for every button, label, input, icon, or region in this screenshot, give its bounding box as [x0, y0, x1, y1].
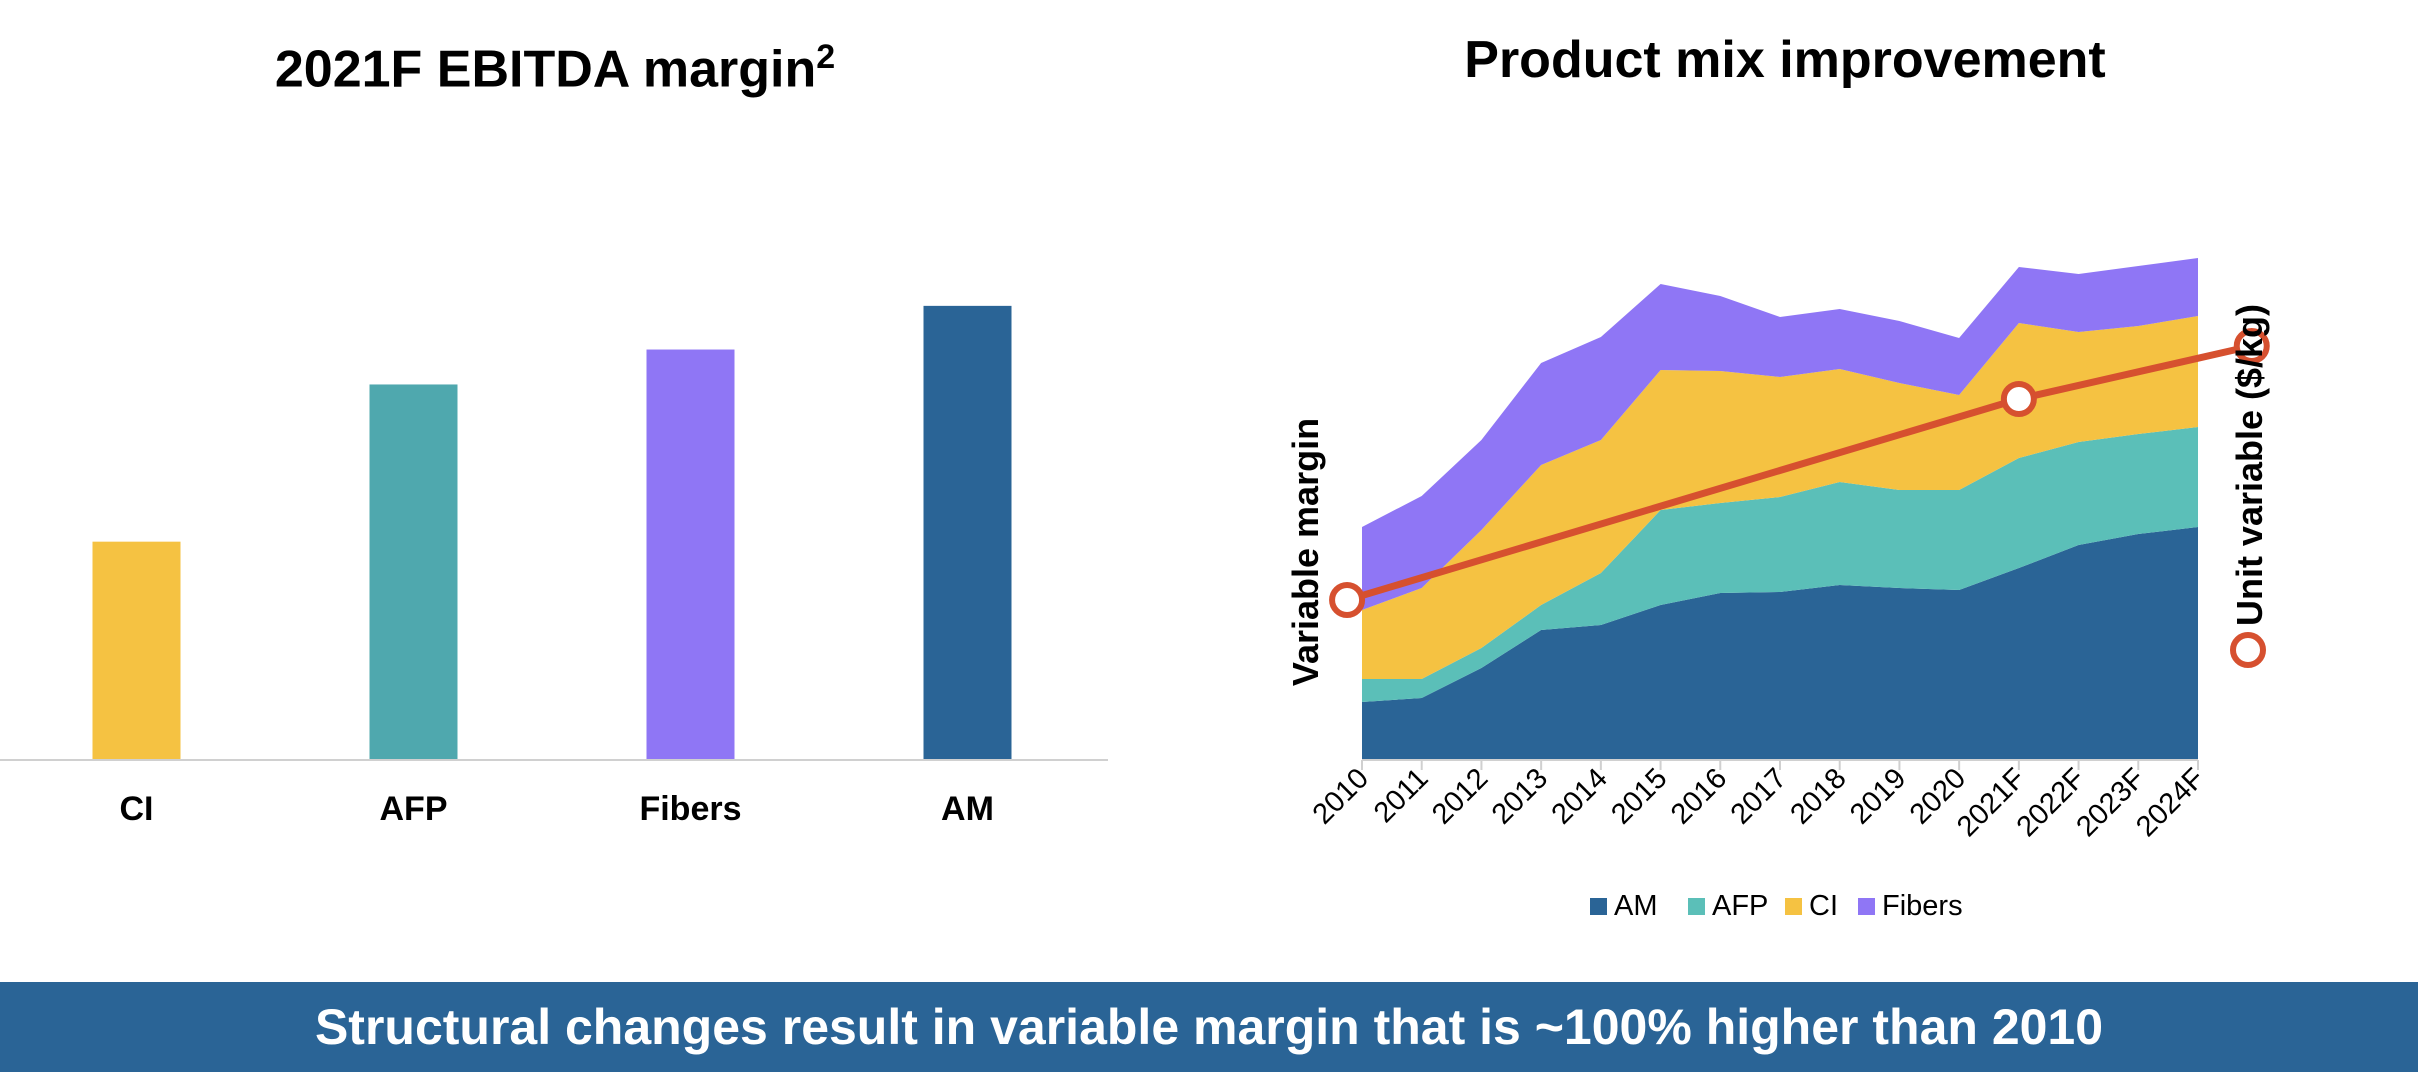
area-fibers — [1362, 258, 2198, 610]
legend-label-afp: AFP — [1712, 890, 1768, 922]
x-tick-label: 2013 — [1486, 762, 1554, 830]
x-tick-label: 2016 — [1665, 762, 1733, 830]
x-tick-label: 2019 — [1844, 762, 1912, 830]
area-chart-title: Product mix improvement — [1464, 31, 2106, 89]
x-tick-label: 2022F — [2011, 762, 2092, 843]
legend-swatch-fibers — [1858, 898, 1875, 915]
legend-label-am: AM — [1614, 890, 1658, 922]
x-tick-label: 2021F — [1951, 762, 2032, 843]
ebitda-bar-chart: CI AFP Fibers AM — [0, 305, 1108, 828]
unit-variable-marker — [2233, 328, 2270, 364]
bar-am — [923, 305, 1012, 760]
category-label-fibers: Fibers — [639, 790, 741, 828]
y-axis-title: Variable margin — [1285, 418, 1326, 686]
x-tick-label: 2015 — [1605, 762, 1673, 830]
category-label-ci: CI — [120, 790, 154, 828]
footer-banner: Structural changes result in variable ma… — [0, 982, 2418, 1072]
legend-label-fibers: Fibers — [1882, 890, 1963, 922]
x-tick-label: 2024F — [2130, 762, 2211, 843]
unit-variable-marker — [1329, 582, 1366, 618]
category-label-afp: AFP — [380, 790, 448, 828]
area-am — [1362, 527, 2198, 760]
area-afp — [1362, 427, 2198, 702]
bar-ci — [92, 541, 181, 760]
x-tick-label: 2014 — [1546, 762, 1614, 830]
x-tick-label: 2010 — [1307, 762, 1375, 830]
legend-swatch-am — [1590, 898, 1607, 915]
x-tick-label: 2017 — [1725, 762, 1793, 830]
legend-swatch-ci — [1785, 898, 1802, 915]
y2-axis-marker-icon — [2230, 632, 2266, 668]
legend-label-ci: CI — [1809, 890, 1838, 922]
bar-fibers — [646, 349, 735, 760]
bar-chart-title: 2021F EBITDA margin2 — [274, 38, 836, 99]
legend-swatch-afp — [1688, 898, 1705, 915]
x-tick-label: 2012 — [1426, 762, 1494, 830]
bar-afp — [369, 384, 458, 760]
product-mix-area-chart: 2010201120122013201420152016201720182019… — [1285, 258, 2270, 922]
unit-variable-marker — [2000, 381, 2037, 417]
y2-axis-title: Unit variable ($/kg) — [2229, 304, 2270, 626]
x-tick-label: 2018 — [1784, 762, 1852, 830]
x-tick-label: 2023F — [2070, 762, 2151, 843]
category-label-am: AM — [941, 790, 994, 828]
x-tick-label: 2011 — [1368, 762, 1435, 829]
